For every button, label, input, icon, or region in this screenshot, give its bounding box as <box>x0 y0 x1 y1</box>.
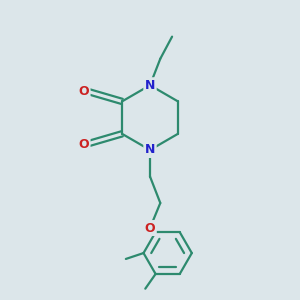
Text: O: O <box>78 138 89 151</box>
Text: N: N <box>145 79 155 92</box>
Text: O: O <box>78 85 89 98</box>
Text: O: O <box>145 221 155 235</box>
Text: N: N <box>145 143 155 157</box>
